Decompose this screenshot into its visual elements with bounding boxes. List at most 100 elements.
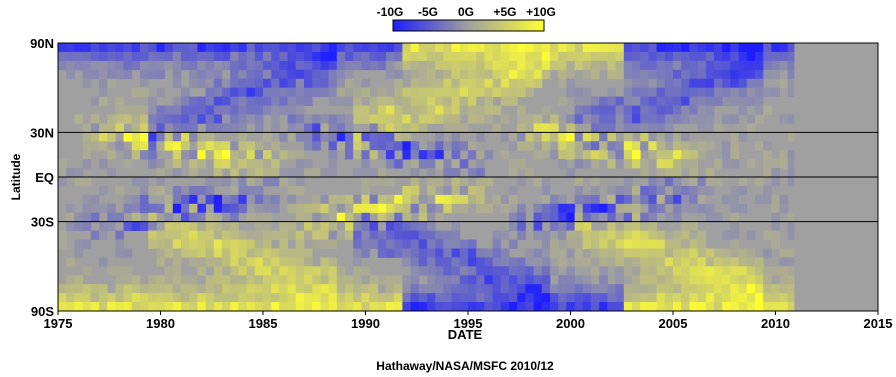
heatmap-cell [361, 87, 370, 97]
heatmap-cell [189, 168, 198, 178]
heatmap-cell [410, 203, 420, 214]
heatmap-cell [591, 230, 600, 240]
heatmap-cell [509, 266, 518, 276]
heatmap-cell [246, 266, 256, 276]
heatmap-cell [484, 114, 493, 124]
heatmap-cell [582, 43, 592, 53]
heatmap-cell [295, 51, 305, 62]
heatmap-cell [541, 257, 551, 267]
heatmap-cell [451, 248, 461, 258]
heatmap-cell [361, 284, 370, 294]
heatmap-cell [435, 87, 444, 97]
heatmap-cell [82, 69, 92, 80]
heatmap-cell [681, 266, 690, 276]
heatmap-cell [550, 239, 559, 249]
heatmap-cell [746, 302, 756, 312]
heatmap-cell [312, 114, 321, 124]
heatmap-cell [336, 266, 346, 276]
heatmap-cell [591, 69, 600, 80]
heatmap-cell [230, 150, 239, 160]
heatmap-cell [377, 87, 387, 97]
heatmap-cell [656, 69, 666, 80]
heatmap-cell [295, 105, 305, 115]
heatmap-cell [591, 96, 600, 106]
heatmap-cell [148, 293, 157, 303]
heatmap-cell [476, 69, 485, 80]
heatmap-cell [328, 150, 338, 160]
heatmap-cell [459, 284, 469, 294]
heatmap-cell [509, 194, 518, 205]
heatmap-cell [386, 69, 395, 80]
heatmap-cell [779, 159, 789, 169]
heatmap-cell [755, 266, 764, 276]
heatmap-cell [681, 185, 690, 196]
heatmap-cell [763, 293, 772, 303]
heatmap-cell [90, 96, 100, 106]
heatmap-cell [476, 248, 485, 258]
heatmap-cell [287, 78, 297, 89]
heatmap-cell [517, 221, 526, 231]
heatmap-cell [722, 141, 731, 151]
heatmap-cell [197, 212, 206, 223]
heatmap-cell [164, 194, 174, 205]
heatmap-cell [263, 96, 272, 106]
heatmap-cell [738, 87, 748, 97]
heatmap-cell [722, 150, 731, 160]
heatmap-cell [222, 114, 231, 124]
heatmap-cell [697, 230, 707, 240]
heatmap-cell [664, 177, 674, 187]
heatmap-cell [574, 150, 584, 160]
heatmap-cell [689, 266, 698, 276]
heatmap-cell [541, 177, 551, 187]
heatmap-cell [468, 168, 477, 178]
heatmap-cell [476, 293, 485, 303]
heatmap-cell [254, 105, 264, 115]
heatmap-cell [353, 248, 362, 258]
heatmap-cell [615, 194, 625, 205]
heatmap-cell [673, 230, 682, 240]
heatmap-cell [640, 78, 649, 89]
heatmap-cell [476, 87, 485, 97]
heatmap-cell [673, 194, 682, 205]
heatmap-cell [410, 105, 420, 115]
heatmap-cell [787, 230, 795, 240]
heatmap-cell [402, 221, 411, 231]
heatmap-cell [623, 69, 633, 80]
heatmap-cell [410, 60, 420, 71]
heatmap-cell [591, 185, 600, 196]
heatmap-cell [468, 60, 477, 71]
heatmap-cell [656, 248, 666, 258]
heatmap-cell [705, 177, 715, 187]
heatmap-cell [418, 212, 428, 223]
heatmap-cell [418, 194, 428, 205]
heatmap-cell [730, 150, 739, 160]
heatmap-cell [320, 275, 329, 285]
heatmap-cell [689, 257, 698, 267]
heatmap-cell [304, 141, 313, 151]
heatmap-cell [263, 239, 272, 249]
heatmap-cell [451, 203, 461, 214]
heatmap-cell [607, 257, 616, 267]
heatmap-cell [222, 221, 231, 231]
heatmap-cell [722, 60, 731, 71]
heatmap-cell [459, 266, 469, 276]
heatmap-cell [369, 168, 379, 178]
heatmap-cell [131, 123, 141, 133]
heatmap-cell [689, 239, 698, 249]
heatmap-cell [517, 69, 526, 80]
heatmap-cell [574, 275, 584, 285]
heatmap-cell [418, 248, 428, 258]
heatmap-cell [205, 87, 215, 97]
heatmap-cell [287, 257, 297, 267]
heatmap-cell [418, 123, 428, 133]
heatmap-cell [353, 43, 362, 53]
heatmap-cell [386, 177, 395, 187]
heatmap-cell [656, 266, 666, 276]
heatmap-cell [714, 96, 723, 106]
heatmap-cell [574, 185, 584, 196]
heatmap-cell [787, 168, 795, 178]
heatmap-cell [230, 78, 239, 89]
heatmap-cell [353, 239, 362, 249]
heatmap-cell [632, 87, 641, 97]
